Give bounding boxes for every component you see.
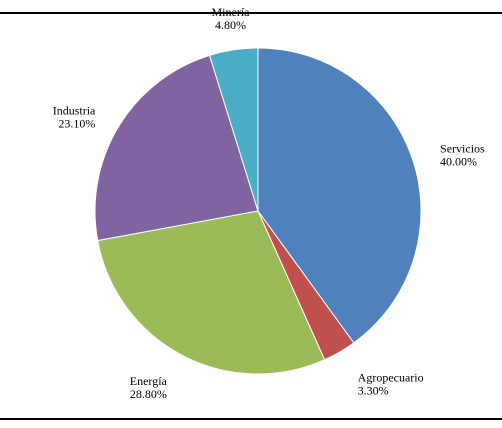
bottom-rule [0,418,502,420]
slice-servicios [257,47,422,344]
label-name-agropecuario: Agropecuario [358,370,424,384]
slice-mineria [208,47,259,212]
top-rule [0,12,502,14]
label-value-agropecuario: 3.30% [358,383,389,397]
label-value-servicios: 40.00% [440,154,477,168]
label-name-mineria: Minería [212,5,251,19]
label-value-mineria: 4.80% [215,18,246,32]
label-name-energia: Energía [130,374,168,388]
label-name-industria: Industria [53,103,96,117]
pie-slices [94,47,422,375]
label-name-servicios: Servicios [440,141,485,155]
label-value-industria: 23.10% [58,116,95,130]
slice-energia [97,210,326,375]
label-value-energia: 28.80% [130,387,167,401]
slice-industria [94,54,259,242]
pie-labels: Servicios40.00%Agropecuario3.30%Energía2… [53,5,485,401]
